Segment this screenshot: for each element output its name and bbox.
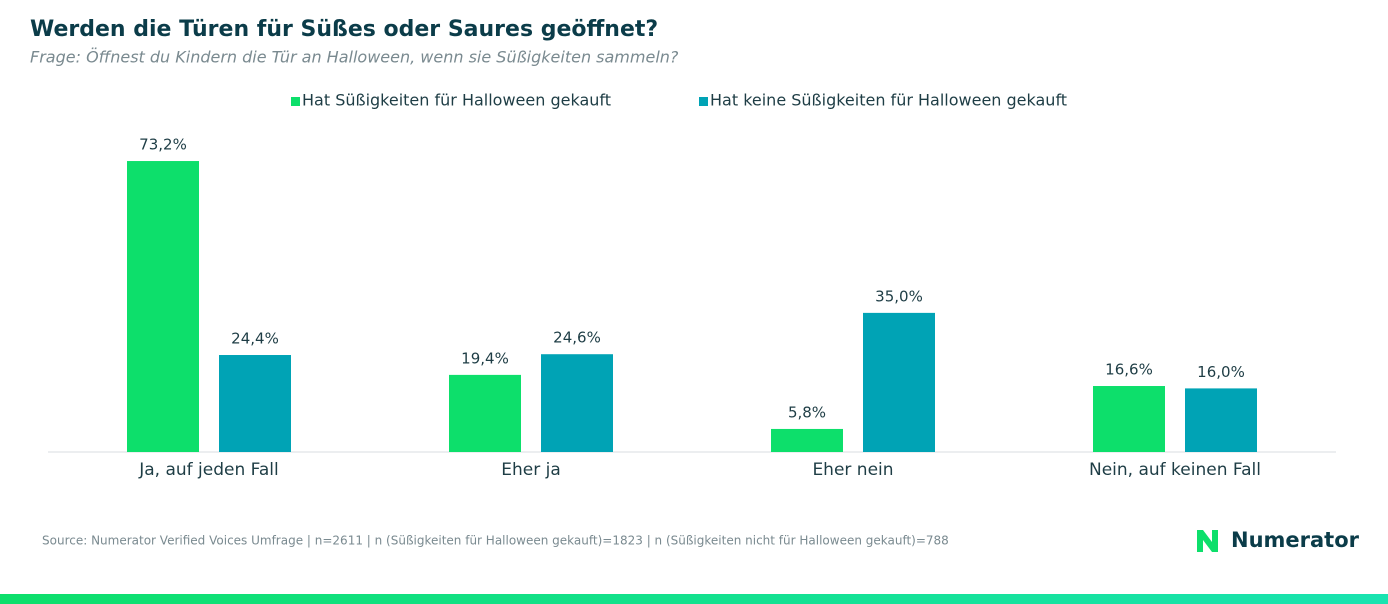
bar bbox=[1093, 386, 1165, 452]
chart-title: Werden die Türen für Süßes oder Saures g… bbox=[30, 17, 658, 42]
chart-subtitle: Frage: Öffnest du Kindern die Tür an Hal… bbox=[30, 48, 679, 67]
legend-swatch bbox=[699, 97, 708, 106]
value-label: 24,6% bbox=[553, 329, 601, 347]
x-tick-label: Ja, auf jeden Fall bbox=[138, 460, 279, 480]
bar bbox=[1185, 388, 1257, 452]
value-label: 16,0% bbox=[1197, 363, 1245, 381]
bar bbox=[449, 374, 521, 452]
value-label: 16,6% bbox=[1105, 361, 1153, 379]
value-label: 73,2% bbox=[139, 136, 187, 154]
value-label: 35,0% bbox=[875, 287, 923, 305]
legend: Hat Süßigkeiten für Halloween gekauft Hat… bbox=[291, 91, 1067, 110]
footer-bar bbox=[0, 594, 1388, 604]
brand-logo: Numerator bbox=[1197, 528, 1360, 552]
bar bbox=[863, 312, 935, 452]
source-note: Source: Numerator Verified Voices Umfrag… bbox=[42, 534, 949, 548]
legend-label: Hat Süßigkeiten für Halloween gekauft bbox=[302, 91, 611, 110]
x-tick-label: Eher nein bbox=[812, 460, 893, 480]
x-tick-label: Nein, auf keinen Fall bbox=[1089, 460, 1261, 480]
bar bbox=[127, 161, 199, 452]
legend-swatch bbox=[291, 97, 300, 106]
logo-icon bbox=[1197, 530, 1218, 552]
value-label: 19,4% bbox=[461, 349, 509, 367]
bar bbox=[541, 354, 613, 452]
bar bbox=[219, 355, 291, 452]
value-label: 5,8% bbox=[788, 403, 826, 421]
legend-label: Hat keine Süßigkeiten für Halloween geka… bbox=[710, 91, 1067, 110]
brand-name: Numerator bbox=[1231, 528, 1360, 552]
bar bbox=[771, 428, 843, 452]
value-label: 24,4% bbox=[231, 330, 279, 348]
x-tick-label: Eher ja bbox=[501, 460, 561, 480]
